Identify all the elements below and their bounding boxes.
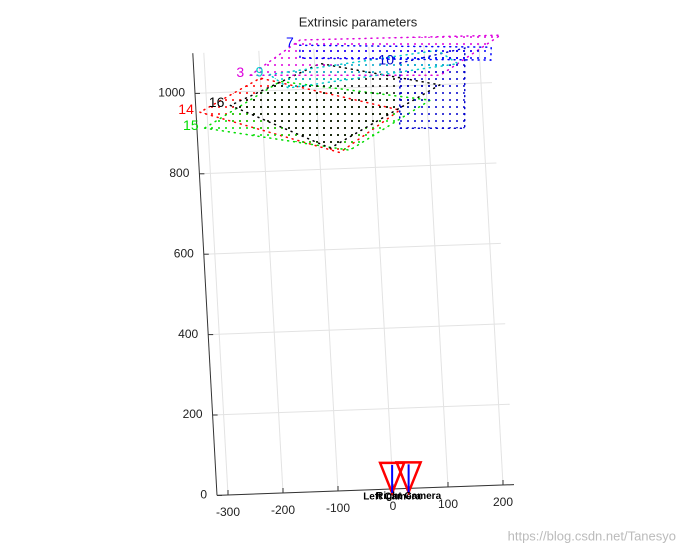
board-label: 9 — [256, 63, 264, 79]
x-tick-label: -200 — [271, 503, 295, 517]
x-axis — [216, 484, 515, 496]
grid-line — [208, 323, 506, 336]
x-tick-label: -300 — [216, 505, 240, 519]
camera — [378, 461, 406, 497]
camera-label: Right Camera — [376, 491, 441, 502]
camera-label: Left Camera — [363, 492, 421, 503]
grid-line — [199, 162, 497, 175]
y-tick-label: 600 — [174, 246, 194, 260]
grid-line — [212, 403, 510, 416]
y-tick-label: 1000 — [158, 86, 185, 100]
board-label: 16 — [209, 94, 225, 110]
board — [299, 44, 492, 61]
x-tick-label: -100 — [326, 501, 350, 515]
x-tick-label: 200 — [493, 495, 513, 509]
board — [267, 49, 460, 89]
grid-line — [203, 242, 501, 255]
y-tick-label: 800 — [169, 166, 189, 180]
y-tick-label: 0 — [200, 488, 207, 502]
board-label: 15 — [183, 117, 199, 133]
camera — [394, 461, 423, 496]
grid-line — [478, 42, 504, 486]
y-tick-label: 200 — [183, 407, 203, 421]
chart-title: Extrinsic parameters — [299, 14, 418, 29]
board-label: 3 — [236, 64, 244, 80]
x-tick-label: 0 — [390, 499, 397, 513]
watermark: https://blog.csdn.net/Tanesyo — [508, 528, 676, 543]
board-label: 14 — [178, 101, 194, 117]
y-tick-label: 400 — [178, 327, 198, 341]
y-axis — [192, 53, 218, 496]
board-label: 7 — [286, 34, 294, 50]
x-tick-label: 100 — [438, 497, 458, 511]
